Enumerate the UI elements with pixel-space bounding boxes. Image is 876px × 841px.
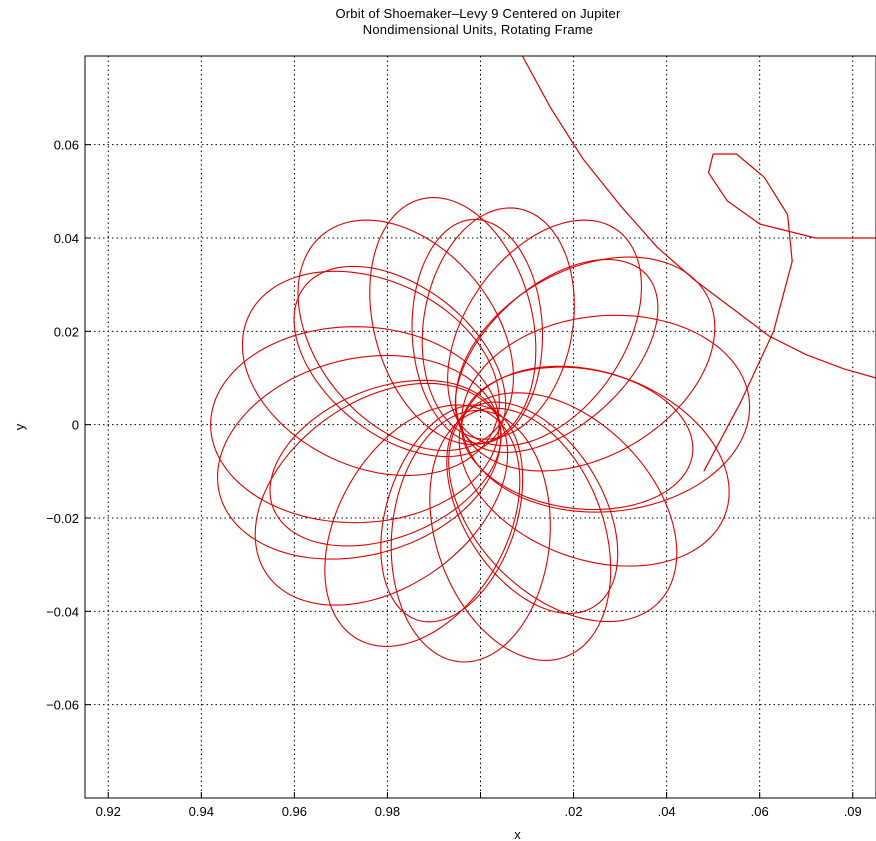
orbit-upper-right-loop xyxy=(703,153,876,472)
y-tick-label: 0.04 xyxy=(54,231,79,246)
orbit-rosette-loop xyxy=(254,382,509,606)
y-tick-label: −0.06 xyxy=(46,698,79,713)
y-tick-label: 0.06 xyxy=(54,138,79,153)
orbit-rosette-loop xyxy=(447,219,643,447)
y-tick-label: −0.04 xyxy=(46,604,79,619)
x-tick-label: .02 xyxy=(565,804,583,819)
orbit-rosette-loop xyxy=(324,404,521,647)
x-tick-label: 0.98 xyxy=(375,804,400,819)
x-tick-label: .09 xyxy=(844,804,862,819)
x-tick-label: .04 xyxy=(658,804,676,819)
orbit-rosette-loop xyxy=(461,366,694,511)
orbit-rosette-loop xyxy=(217,354,502,560)
chart-title: Orbit of Shoemaker–Levy 9 Centered on Ju… xyxy=(335,6,621,21)
y-tick-label: 0 xyxy=(72,418,79,433)
orbit-rosette-loop xyxy=(454,258,659,453)
x-tick-label: 0.94 xyxy=(189,804,214,819)
orbit-rosette-loop xyxy=(446,401,619,614)
orbit-rosette-loop xyxy=(269,379,502,547)
orbit-incoming-arc xyxy=(521,55,876,379)
orbit-rosette-loop xyxy=(241,270,500,477)
data-layer xyxy=(210,55,876,663)
orbit-rosette-loop xyxy=(380,404,524,623)
orbit-rosette-loop xyxy=(429,407,612,661)
orbit-rosette-loop xyxy=(297,219,514,452)
tick-layer: 0.92 0.94 0.96 0.98 .02 .04 .06 .09 0.06 0.04 0.02… xyxy=(46,138,862,819)
grid-layer xyxy=(85,56,876,798)
x-tick-label: 0.92 xyxy=(96,804,121,819)
y-tick-label: 0.02 xyxy=(54,324,79,339)
orbit-rosette-loop xyxy=(293,265,507,458)
orbit-rosette-loop xyxy=(421,207,575,440)
x-axis-label: x xyxy=(514,827,521,841)
y-tick-label: −0.02 xyxy=(46,511,79,526)
y-axis-label: y xyxy=(12,423,27,430)
orbit-rosette-loop xyxy=(390,409,551,663)
orbit-rosette-loop xyxy=(411,218,544,444)
orbit-rosette-loop xyxy=(369,197,537,445)
x-tick-label: 0.96 xyxy=(282,804,307,819)
chart-subtitle: Nondimensional Units, Rotating Frame xyxy=(362,22,594,37)
x-tick-label: .06 xyxy=(751,804,769,819)
